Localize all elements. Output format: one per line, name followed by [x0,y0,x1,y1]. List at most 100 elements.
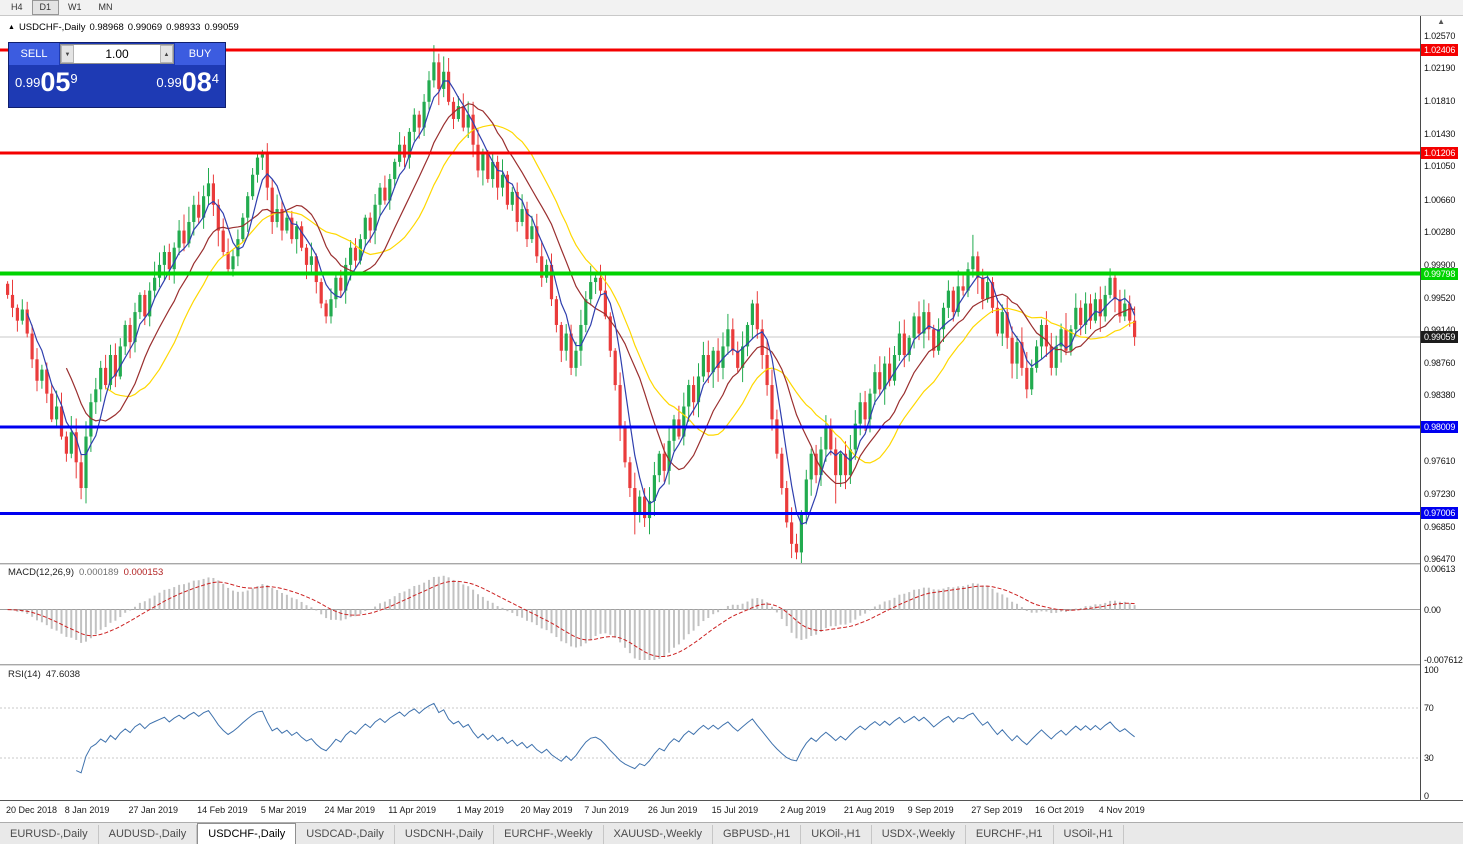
date-axis-label: 2 Aug 2019 [780,805,826,815]
macd-signal-value: 0.000153 [123,567,164,578]
candles-layer [6,45,1137,563]
timeframe-button-h4[interactable]: H4 [11,2,23,12]
volume-input[interactable]: 1.00 [74,45,160,63]
tab-audusd-daily[interactable]: AUDUSD-,Daily [99,825,198,844]
macd-indicator-label: MACD(12,26,9) 0.000189 0.000153 [8,567,168,578]
axis-tick-label: 0.99520 [1424,292,1456,303]
ask-price-pip-digit: 4 [211,71,219,86]
macd-label-text: MACD(12,26,9) [8,567,74,578]
hline-price-tag: 1.02406 [1421,43,1459,56]
date-axis-label: 20 Dec 2018 [6,805,58,815]
date-axis-label: 27 Jan 2019 [128,805,179,815]
ask-price-big-digits: 08 [181,67,212,97]
bid-price-big-digits: 05 [40,67,71,97]
date-axis: 20 Dec 2018 8 Jan 2019 27 Jan 2019 14 Feb 2… [0,800,1463,822]
one-click-trade-panel: SELL ▼ 1.00 ▲ BUY 0.99 05 9 0.99 08 4 [8,42,226,108]
ohlc-open: 0.98968 [89,22,124,33]
axis-tick-label: 0.96850 [1424,521,1456,532]
date-axis-label: 5 Mar 2019 [260,805,307,815]
expand-arrow-icon[interactable]: ▲ [8,24,15,31]
ask-price-prefix: 0.99 [156,75,182,90]
axis-tick-label: 1.02190 [1424,63,1456,74]
rsi-indicator-chart[interactable] [0,666,1420,800]
volume-control: ▼ 1.00 ▲ [60,44,174,64]
axis-tick-label: 0.98760 [1424,357,1456,368]
bid-price: 0.99 05 9 [15,66,78,98]
current-price-tag: 0.99059 [1421,331,1459,344]
date-axis-label: 15 Jul 2019 [711,805,759,815]
date-axis-label: 20 May 2019 [520,805,573,815]
macd-main-value: 0.000189 [79,567,119,578]
bid-price-pip-digit: 9 [70,71,78,86]
bid-price-prefix: 0.99 [15,75,41,90]
axis-tick-label: 0.99900 [1424,259,1456,270]
axis-tick-label: -0.007612 [1424,655,1463,665]
tab-eurchf-weekly[interactable]: EURCHF-,Weekly [494,825,604,844]
symbol-title: USDCHF-,Daily [18,22,86,33]
date-axis-label: 9 Sep 2019 [907,805,954,815]
hline-price-tag: 0.97006 [1421,507,1459,520]
axis-tick-label: 1.02570 [1424,30,1456,41]
buy-button[interactable]: BUY [175,43,225,65]
date-axis-label: 26 Jun 2019 [647,805,698,815]
tab-xauusd-weekly[interactable]: XAUUSD-,Weekly [604,825,713,844]
tab-ukoil-h1[interactable]: UKOil-,H1 [801,825,872,844]
tab-usoil-h1[interactable]: USOil-,H1 [1054,825,1125,844]
panel-splitter-rsi[interactable] [0,664,1463,666]
macd-indicator-chart[interactable] [0,565,1420,664]
hline-price-tag: 0.99798 [1421,267,1459,280]
tab-gbpusd-h1[interactable]: GBPUSD-,H1 [713,825,802,844]
axis-tick-label: 0.99140 [1424,325,1455,335]
axis-tick-label: 0.98380 [1424,390,1456,401]
axis-tick-label: 0 [1424,791,1429,801]
tab-usdcnh-daily[interactable]: USDCNH-,Daily [395,825,495,844]
hline-price-tag: 0.98009 [1421,421,1459,434]
timeframe-button-d1[interactable]: D1 [31,0,60,15]
axis-tick-label: 1.00280 [1424,227,1456,238]
tab-usdchf-daily[interactable]: USDCHF-,Daily [197,823,297,844]
rsi-indicator-label: RSI(14) 47.6038 [8,669,85,680]
axis-separator-line [1420,16,1421,800]
timeframe-toolbar: H4 D1 W1 MN [0,0,1463,16]
axis-tick-label: 0.96470 [1424,554,1456,565]
ohlc-high: 0.99069 [127,22,163,33]
hline-price-tag: 1.01206 [1421,146,1459,159]
date-axis-label: 14 Feb 2019 [197,805,248,815]
tab-usdcad-daily[interactable]: USDCAD-,Daily [296,825,395,844]
sell-button[interactable]: SELL [9,43,59,65]
date-axis-label: 21 Aug 2019 [843,805,895,815]
axis-tick-label: 0.00613 [1424,564,1456,574]
panel-splitter-macd[interactable] [0,563,1463,565]
axis-tick-label: 1.01810 [1424,95,1456,106]
ohlc-close: 0.99059 [204,22,239,33]
chart-window: ▲ USDCHF-,Daily 0.98968 0.99069 0.98933 0.990… [0,16,1463,822]
tab-usdx-weekly[interactable]: USDX-,Weekly [872,825,966,844]
date-axis-label: 1 May 2019 [456,805,504,815]
timeframe-button-mn[interactable]: MN [98,2,113,12]
date-axis-label: 16 Oct 2019 [1035,805,1085,815]
date-axis-label: 4 Nov 2019 [1098,805,1145,815]
main-price-chart[interactable] [0,16,1420,563]
axis-tick-label: 0.97230 [1424,489,1456,500]
volume-decrement-button[interactable]: ▼ [61,45,74,63]
timeframe-button-w1[interactable]: W1 [68,2,82,12]
date-axis-label: 24 Mar 2019 [324,805,376,815]
axis-tick-label: 30 [1424,753,1434,764]
rsi-value: 47.6038 [45,669,81,680]
axis-tick-label: 1.01050 [1424,161,1456,172]
tab-eurchf-h1[interactable]: EURCHF-,H1 [966,825,1054,844]
toolbar-overflow-icon[interactable]: ▲ [1437,17,1445,26]
axis-tick-label: 70 [1424,702,1434,713]
date-axis-label: 27 Sep 2019 [971,805,1023,815]
axis-tick-label: 0.97610 [1424,456,1456,467]
price-axis: 1.02570 1.02190 1.01810 1.01430 1.01050 1.006… [1421,16,1463,801]
axis-tick-label: 1.00660 [1424,194,1456,205]
tab-eurusd-daily[interactable]: EURUSD-,Daily [0,825,99,844]
ohlc-low: 0.98933 [166,22,201,33]
hlines-layer[interactable] [0,48,1420,515]
volume-increment-button[interactable]: ▲ [160,45,173,63]
date-axis-label: 7 Jun 2019 [584,805,629,815]
axis-tick-label: 0.00 [1424,604,1441,615]
rsi-label-text: RSI(14) [8,669,41,680]
ask-price: 0.99 08 4 [156,66,219,98]
